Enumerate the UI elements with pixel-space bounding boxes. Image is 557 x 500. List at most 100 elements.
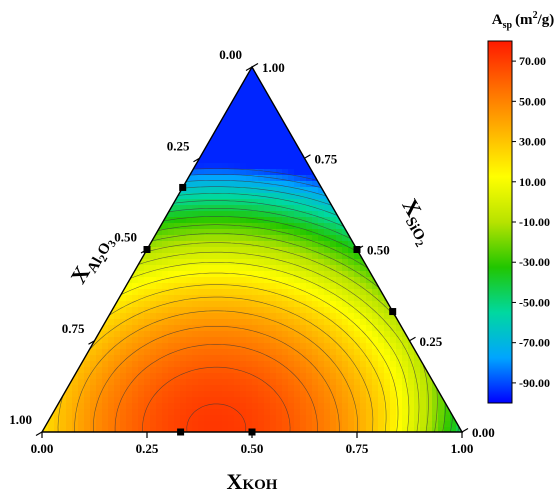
heat-cell — [438, 247, 445, 254]
heat-cell — [246, 223, 253, 230]
design-point — [248, 428, 256, 436]
heat-cell — [48, 205, 55, 212]
heat-cell — [192, 67, 199, 74]
heat-cell — [138, 331, 145, 338]
heat-cell — [84, 169, 91, 176]
heat-cell — [378, 187, 385, 194]
heat-cell — [348, 199, 355, 206]
heat-cell — [126, 361, 133, 368]
heat-cell — [420, 379, 427, 386]
heat-cell — [402, 181, 409, 188]
heat-cell — [444, 139, 451, 146]
heat-cell — [366, 91, 373, 98]
heat-cell — [426, 415, 433, 422]
heat-cell — [300, 385, 307, 392]
heat-cell — [84, 97, 91, 104]
heat-cell — [60, 103, 67, 110]
heat-cell — [78, 181, 85, 188]
heat-cell — [78, 193, 85, 200]
heat-cell — [276, 97, 283, 104]
heat-cell — [78, 211, 85, 218]
heat-cell — [216, 253, 223, 260]
heat-cell — [222, 151, 229, 158]
heat-cell — [216, 85, 223, 92]
heat-cell — [90, 283, 97, 290]
heat-cell — [408, 67, 415, 74]
heat-cell — [456, 265, 462, 272]
heat-cell — [246, 409, 253, 416]
heat-cell — [426, 169, 433, 176]
heat-cell — [222, 361, 229, 368]
heat-cell — [120, 247, 127, 254]
heat-cell — [270, 205, 277, 212]
heat-cell — [126, 325, 133, 332]
heat-cell — [150, 187, 157, 194]
heat-cell — [360, 133, 367, 140]
heat-cell — [408, 91, 415, 98]
heat-cell — [102, 349, 109, 356]
heat-cell — [294, 211, 301, 218]
heat-cell — [54, 391, 61, 398]
heat-cell — [306, 295, 313, 302]
heat-cell — [84, 385, 91, 392]
heat-cell — [444, 151, 451, 158]
heat-cell — [282, 349, 289, 356]
heat-cell — [48, 97, 55, 104]
heat-cell — [372, 103, 379, 110]
heat-cell — [372, 139, 379, 146]
heat-cell — [78, 421, 85, 428]
heat-cell — [426, 103, 433, 110]
heat-cell — [150, 337, 157, 344]
heat-cell — [450, 313, 457, 320]
heat-cell — [258, 289, 265, 296]
heat-cell — [372, 205, 379, 212]
heat-cell — [90, 217, 97, 224]
heat-cell — [174, 229, 181, 236]
heat-cell — [342, 241, 349, 248]
heat-cell — [210, 67, 217, 74]
heat-cell — [450, 205, 457, 212]
heat-cell — [126, 337, 133, 344]
heat-cell — [438, 277, 445, 284]
heat-cell — [144, 379, 151, 386]
heat-cell — [318, 247, 325, 254]
heat-cell — [54, 187, 61, 194]
heat-cell — [324, 367, 331, 374]
heat-cell — [402, 103, 409, 110]
heat-cell — [312, 205, 319, 212]
heat-cell — [342, 415, 349, 422]
heat-cell — [300, 259, 307, 266]
heat-cell — [84, 211, 91, 218]
heat-cell — [228, 409, 235, 416]
heat-cell — [396, 379, 403, 386]
heat-cell — [168, 337, 175, 344]
heat-cell — [66, 67, 73, 74]
heat-cell — [258, 157, 265, 164]
heat-cell — [300, 319, 307, 326]
heat-cell — [114, 421, 121, 428]
heat-cell — [42, 211, 49, 218]
heat-cell — [264, 169, 271, 176]
heat-cell — [222, 379, 229, 386]
heat-cell — [144, 115, 151, 122]
heat-cell — [258, 97, 265, 104]
heat-cell — [120, 361, 127, 368]
heat-cell — [120, 265, 127, 272]
heat-cell — [396, 373, 403, 380]
heat-cell — [312, 379, 319, 386]
heat-cell — [144, 319, 151, 326]
heat-cell — [90, 373, 97, 380]
heat-cell — [438, 85, 445, 92]
heat-cell — [162, 403, 169, 410]
heat-cell — [192, 247, 199, 254]
heat-cell — [102, 427, 109, 432]
heat-cell — [138, 235, 145, 242]
heat-cell — [450, 283, 457, 290]
heat-cell — [276, 199, 283, 206]
heat-cell — [300, 391, 307, 398]
heat-cell — [426, 91, 433, 98]
heat-cell — [180, 163, 187, 170]
heat-cell — [348, 391, 355, 398]
heat-cell — [420, 385, 427, 392]
heat-cell — [108, 361, 115, 368]
